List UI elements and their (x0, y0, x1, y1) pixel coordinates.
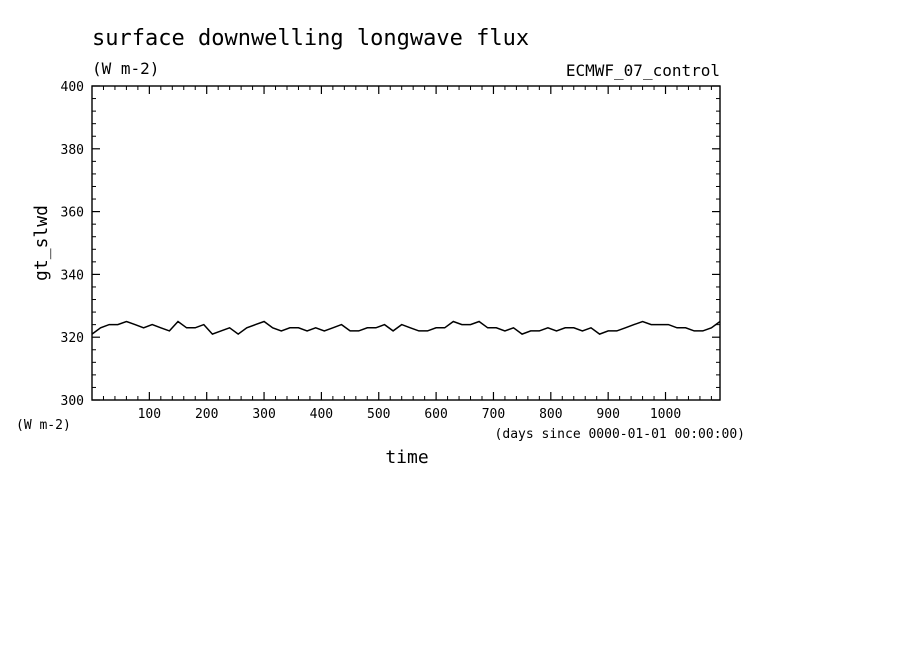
x-tick-label: 400 (310, 407, 333, 422)
dataset-label: ECMWF_07_control (566, 61, 720, 80)
y-tick-label: 380 (61, 143, 84, 158)
x-tick-label: 100 (138, 407, 161, 422)
x-tick-label: 900 (596, 407, 619, 422)
x-tick-labels: 100 200 300 400 500 600 700 800 900 1000 (138, 407, 682, 422)
y-axis-units: (W m-2) (16, 418, 71, 433)
series-line (91, 320, 721, 336)
x-tick-label: 800 (539, 407, 562, 422)
x-axis-label: time (385, 447, 428, 468)
chart-title: surface downwelling longwave flux (92, 26, 529, 51)
y-tick-labels: 300 320 340 360 380 400 (61, 80, 84, 409)
x-tick-label: 1000 (650, 407, 681, 422)
plot-frame (91, 85, 721, 401)
chart-subtitle: (W m-2) (92, 59, 159, 78)
y-tick-label: 300 (61, 394, 84, 409)
y-tick-label: 400 (61, 80, 84, 95)
y-axis-label: gt_slwd (31, 205, 52, 281)
y-tick-label: 320 (61, 331, 84, 346)
axis-ticks (92, 85, 720, 401)
x-tick-label: 700 (482, 407, 505, 422)
x-axis-units: (days since 0000-01-01 00:00:00) (495, 427, 745, 442)
y-tick-label: 360 (61, 206, 84, 221)
x-tick-label: 300 (252, 407, 275, 422)
x-tick-label: 500 (367, 407, 390, 422)
x-tick-label: 200 (195, 407, 218, 422)
y-tick-label: 340 (61, 268, 84, 283)
x-tick-label: 600 (424, 407, 447, 422)
